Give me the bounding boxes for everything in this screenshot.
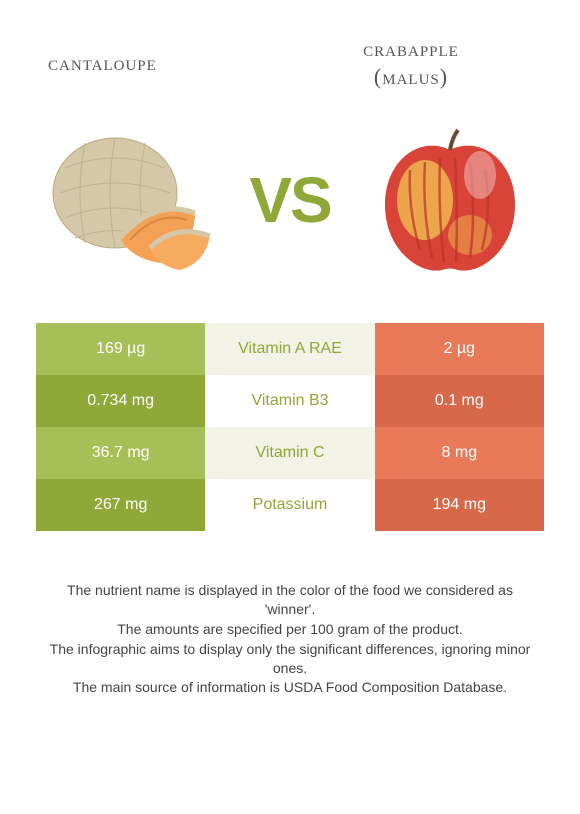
- cell-right: 0.1 mg: [375, 375, 544, 427]
- header: cantaloupe crabapple (malus): [0, 0, 580, 105]
- note-line: The infographic aims to display only the…: [44, 640, 536, 678]
- cantaloupe-image: [45, 120, 215, 280]
- title-right-line1: crabapple: [363, 36, 459, 61]
- table-row: 169 µg Vitamin A RAE 2 µg: [36, 323, 544, 375]
- footer-notes: The nutrient name is displayed in the co…: [44, 581, 536, 697]
- note-line: The nutrient name is displayed in the co…: [44, 581, 536, 619]
- cantaloupe-icon: [45, 128, 215, 273]
- cell-label: Vitamin A RAE: [205, 323, 374, 375]
- cell-label: Potassium: [205, 479, 374, 531]
- cell-left: 0.734 mg: [36, 375, 205, 427]
- title-right: crabapple (malus): [290, 35, 532, 90]
- title-right-line2: (malus): [374, 64, 448, 89]
- table-row: 36.7 mg Vitamin C 8 mg: [36, 427, 544, 479]
- cell-right: 2 µg: [375, 323, 544, 375]
- table-row: 267 mg Potassium 194 mg: [36, 479, 544, 531]
- cell-label: Vitamin C: [205, 427, 374, 479]
- cell-right: 8 mg: [375, 427, 544, 479]
- images-row: VS: [0, 105, 580, 305]
- cell-left: 36.7 mg: [36, 427, 205, 479]
- cell-left: 169 µg: [36, 323, 205, 375]
- note-line: The main source of information is USDA F…: [44, 678, 536, 697]
- apple-icon: [370, 120, 530, 280]
- cell-right: 194 mg: [375, 479, 544, 531]
- vs-badge: VS: [249, 163, 330, 237]
- title-left: cantaloupe: [48, 50, 290, 76]
- table-row: 0.734 mg Vitamin B3 0.1 mg: [36, 375, 544, 427]
- cell-label: Vitamin B3: [205, 375, 374, 427]
- cell-left: 267 mg: [36, 479, 205, 531]
- note-line: The amounts are specified per 100 gram o…: [44, 620, 536, 639]
- nutrition-table: 169 µg Vitamin A RAE 2 µg 0.734 mg Vitam…: [36, 323, 544, 531]
- crabapple-image: [365, 120, 535, 280]
